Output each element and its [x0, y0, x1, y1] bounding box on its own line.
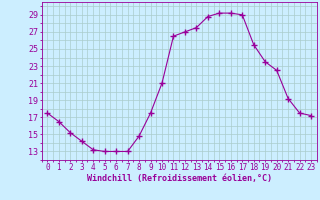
X-axis label: Windchill (Refroidissement éolien,°C): Windchill (Refroidissement éolien,°C)	[87, 174, 272, 183]
